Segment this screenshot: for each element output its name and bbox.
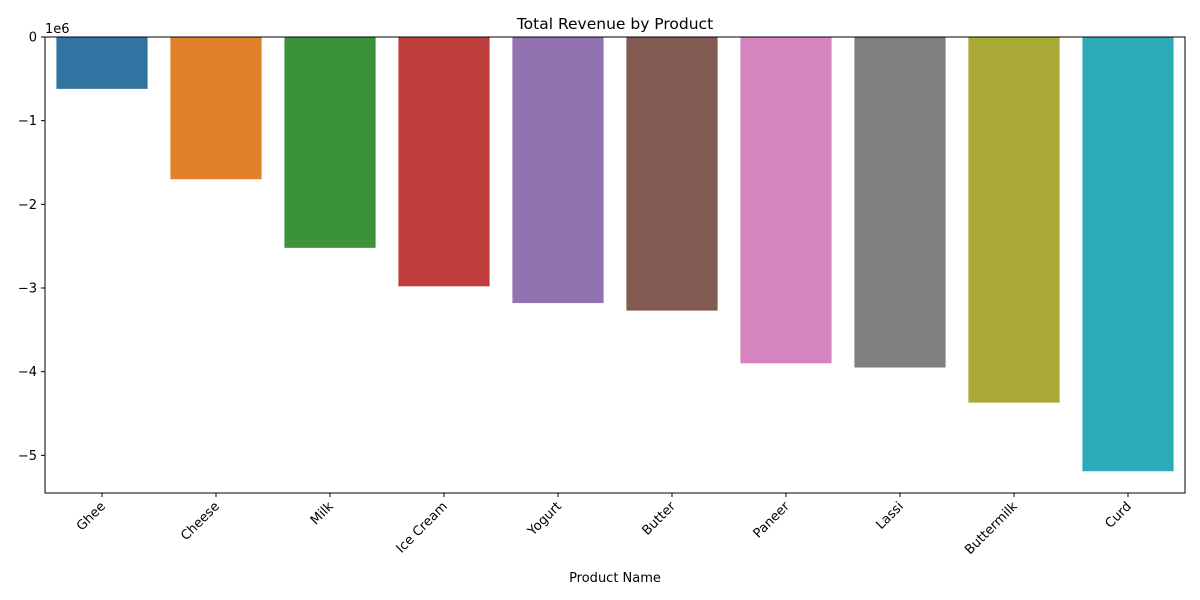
y-tick-label: −1 — [18, 114, 37, 129]
axes-spines — [44, 36, 1186, 494]
y-tick-label: −5 — [18, 449, 37, 464]
plot-frame — [44, 36, 1186, 494]
x-tick-label-paneer: Paneer — [751, 499, 794, 542]
y-tick-label: −3 — [18, 282, 37, 297]
x-tick-label-milk: Milk — [308, 499, 337, 528]
bar-paneer — [740, 37, 832, 364]
x-axis-label: Product Name — [569, 571, 661, 586]
x-tick-label-cheese: Cheese — [178, 499, 223, 544]
x-tick-label-butter: Butter — [639, 499, 679, 539]
bar-lassi — [854, 37, 946, 368]
bar-ghee — [56, 37, 148, 89]
bar-ice-cream — [398, 37, 490, 287]
y-axis-offset-text: 1e6 — [45, 22, 70, 37]
x-axis-ticks: Ghee Cheese Milk Ice Cream Yogurt Butter Panee… — [74, 493, 1135, 558]
x-tick-label-yogurt: Yogurt — [524, 499, 564, 539]
y-tick-label: 0 — [29, 31, 37, 46]
bar-buttermilk — [968, 37, 1060, 403]
x-tick-label-lassi: Lassi — [873, 499, 906, 532]
bar-curd — [1082, 37, 1174, 472]
x-tick-label-ice-cream: Ice Cream — [394, 499, 451, 556]
bars-group — [56, 37, 1174, 472]
bar-milk — [284, 37, 376, 248]
y-axis-ticks: 0 −1 −2 −3 −4 −5 — [18, 31, 45, 464]
x-tick-label-ghee: Ghee — [74, 499, 109, 534]
bar-yogurt — [512, 37, 604, 304]
x-tick-label-curd: Curd — [1103, 499, 1135, 531]
bar-butter — [626, 37, 718, 311]
chart-title: Total Revenue by Product — [516, 15, 713, 33]
x-tick-label-buttermilk: Buttermilk — [962, 499, 1021, 558]
y-tick-label: −4 — [18, 365, 37, 380]
bar-cheese — [170, 37, 262, 180]
y-tick-label: −2 — [18, 198, 37, 213]
